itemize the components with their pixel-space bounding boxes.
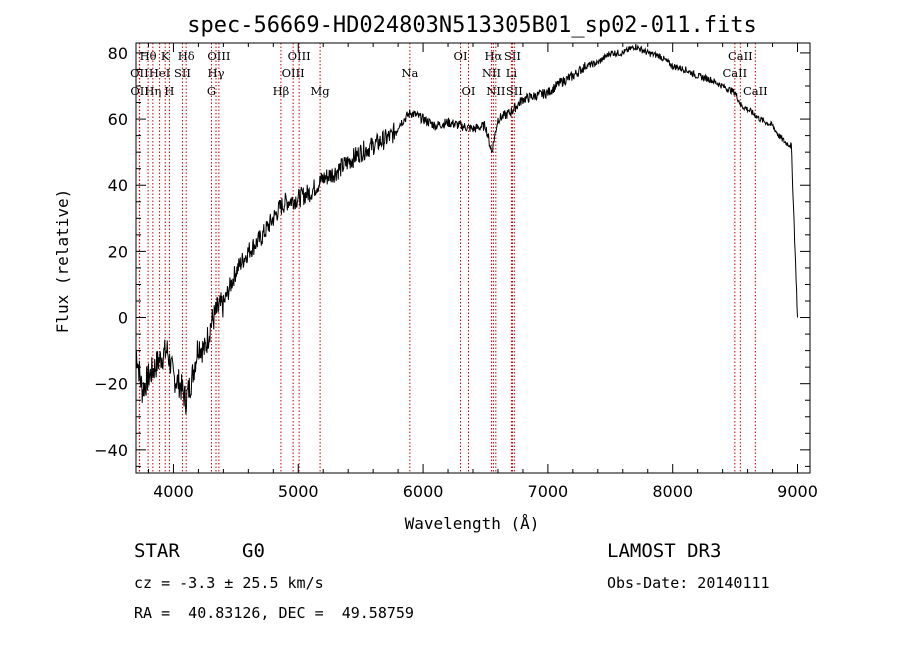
x-tick-label: 6000 xyxy=(403,482,444,501)
spectral-line-label: Hγ xyxy=(208,66,225,80)
spectrum-line xyxy=(135,44,798,415)
y-tick-label: 40 xyxy=(108,176,128,195)
series-layer xyxy=(135,44,798,415)
y-tick-label: 20 xyxy=(108,242,128,261)
spectral-line-label: OIII xyxy=(288,49,311,63)
spectral-line-label: NII xyxy=(482,66,501,80)
x-tick-label: 9000 xyxy=(777,482,818,501)
spectral-line-label: Hη xyxy=(144,84,161,98)
object-class: STAR xyxy=(134,540,180,562)
y-axis-label: Flux (relative) xyxy=(53,189,72,334)
spectral-line-label: OIII xyxy=(207,49,230,63)
spectral-line-label: CaII xyxy=(722,66,747,80)
redshift-cz: cz = -3.3 ± 25.5 km/s xyxy=(134,574,324,592)
plot-frame xyxy=(135,42,811,474)
spectral-line-label: SII xyxy=(174,66,191,80)
observation-date: Obs-Date: 20140111 xyxy=(607,574,770,592)
spectral-line-label: Hθ xyxy=(140,49,157,63)
spectral-line-label: K xyxy=(161,49,170,63)
ticks-layer: 4000 5000 6000 7000 8000 9000 −40 −20 0 20 40 60 80 xyxy=(94,43,818,501)
object-subclass: G0 xyxy=(242,540,265,562)
x-tick-label: 4000 xyxy=(153,482,194,501)
y-tick-label: 80 xyxy=(108,44,128,63)
spectral-line-label: OII xyxy=(130,66,149,80)
spectral-line-label: OII xyxy=(130,84,149,98)
survey-name: LAMOST DR3 xyxy=(607,540,722,562)
spectral-line-label: OIII xyxy=(282,66,305,80)
spectral-line-label: Mg xyxy=(311,84,331,98)
spectral-line-label: CaII xyxy=(728,49,753,63)
y-tick-label: −40 xyxy=(94,441,128,460)
spectral-line-label: OI xyxy=(454,49,468,63)
spectral-line-label: Hδ xyxy=(178,49,195,63)
y-tick-label: 60 xyxy=(108,110,128,129)
coordinates: RA = 40.83126, DEC = 49.58759 xyxy=(134,604,414,622)
spectral-line-label: Na xyxy=(401,66,418,80)
spectral-line-label: G xyxy=(207,84,216,98)
spectral-line-label: Hβ xyxy=(273,84,290,98)
spectral-line-label: CaII xyxy=(743,84,768,98)
spectral-line-label: OI xyxy=(462,84,476,98)
spectral-line-label: H xyxy=(164,84,174,98)
spectral-line-label: NII xyxy=(486,84,505,98)
spectral-lines-layer: HθHηOIIOIIHeIKHSIIHδGOIIIHγHβOIIIOIIIMgN… xyxy=(130,43,768,473)
x-tick-label: 8000 xyxy=(652,482,693,501)
x-tick-label: 5000 xyxy=(278,482,319,501)
spectral-line-label: SII xyxy=(504,49,521,63)
spectral-line-label: Li xyxy=(506,66,518,80)
spectral-line-label: SII xyxy=(506,84,523,98)
spectral-line-label: HeI xyxy=(149,66,170,80)
x-tick-label: 7000 xyxy=(528,482,569,501)
y-tick-label: 0 xyxy=(118,309,128,328)
chart-title: spec-56669-HD024803N513305B01_sp02-011.f… xyxy=(187,13,757,38)
y-tick-label: −20 xyxy=(94,375,128,394)
x-axis-label: Wavelength (Å) xyxy=(405,514,540,533)
spectral-line-label: Hα xyxy=(484,49,502,63)
